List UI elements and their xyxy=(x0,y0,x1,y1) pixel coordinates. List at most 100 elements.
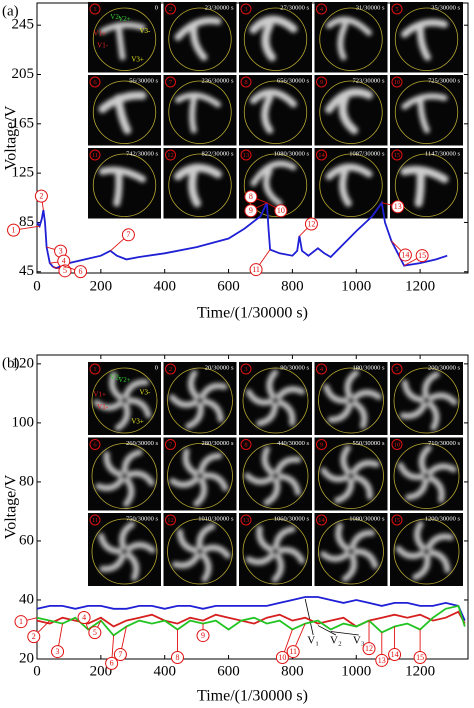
x-tick-label: 1200 xyxy=(405,663,435,679)
discharge-channel xyxy=(399,401,428,420)
inset-number: 10 xyxy=(394,441,401,448)
chamber-outline xyxy=(393,518,460,585)
discharge-channel xyxy=(174,17,222,61)
x-tick-label: 0 xyxy=(33,278,41,294)
annotation-label: 7 xyxy=(126,230,130,239)
inset-number-circle xyxy=(165,514,176,526)
discharge-channel xyxy=(401,19,448,61)
discharge-channel xyxy=(200,552,212,583)
discharge-channel xyxy=(277,399,296,427)
annotation-label: 9 xyxy=(201,631,205,640)
x-axis-title: Time/(1/30000 s) xyxy=(197,305,308,322)
x-tick-label: 0 xyxy=(33,663,41,679)
y-tick-label: 40 xyxy=(19,591,34,607)
inset-image: 550/30000 s 9 xyxy=(314,437,388,511)
discharge-channel xyxy=(325,163,373,207)
y-tick-label: 245 xyxy=(12,17,35,33)
inset-image: 56/30000 s 6 xyxy=(88,75,161,146)
chamber-outline xyxy=(243,153,308,217)
y-tick-label: 20 xyxy=(19,650,34,666)
y-tick-label: 205 xyxy=(12,66,35,82)
annotation-label: 2 xyxy=(32,632,36,641)
electrode-label: V1+ xyxy=(93,29,106,37)
inset-number-circle xyxy=(165,76,176,88)
inset-number: 9 xyxy=(320,79,323,86)
inset-image: 200/30000 s 5 xyxy=(390,362,463,435)
x-tick-label: 400 xyxy=(153,278,176,294)
inset-image: 725/30000 s 10 xyxy=(390,75,463,146)
inset-number-circle xyxy=(391,149,403,161)
annotation-circle xyxy=(51,645,65,659)
discharge-channel xyxy=(187,370,200,400)
inset-number: 14 xyxy=(318,152,325,159)
inset-number-circle xyxy=(165,439,176,450)
inset-number: 5 xyxy=(395,6,398,13)
inset-time-label: 822/30000 s xyxy=(202,150,234,157)
discharge-channel xyxy=(201,472,229,492)
chamber-outline xyxy=(92,80,157,144)
discharge-channel xyxy=(169,370,228,429)
discharge-channel xyxy=(427,475,445,503)
electrode-label: V2- xyxy=(110,374,122,382)
annotation-label: 13 xyxy=(394,202,402,211)
annotation-label: 15 xyxy=(418,251,426,260)
annotation-circle xyxy=(244,190,258,204)
annotation-circle xyxy=(88,626,102,640)
discharge-channel xyxy=(320,551,351,562)
annotation-label: 1 xyxy=(19,617,23,626)
inset-background xyxy=(239,75,312,146)
discharge-channel xyxy=(250,88,297,134)
annotation-circle xyxy=(274,204,288,218)
chamber-outline xyxy=(318,443,384,509)
x-tick-label: 1000 xyxy=(341,663,371,679)
inset-number-circle xyxy=(89,439,101,450)
electrode-label: V2+ xyxy=(118,376,131,384)
discharge-channel xyxy=(397,445,457,503)
annotation-label: 14 xyxy=(391,650,399,659)
series-label: V₂ xyxy=(330,635,342,647)
inset-time-label: 1060/30000 s xyxy=(274,515,310,522)
discharge-channel xyxy=(323,384,350,404)
inset-time-label: 725/30000 s xyxy=(428,77,460,84)
discharge-channel xyxy=(95,476,125,492)
annotation-label: 6 xyxy=(79,267,83,276)
inset-number: 11 xyxy=(92,517,98,524)
discharge-channel xyxy=(249,15,298,62)
x-tick-label: 1200 xyxy=(405,278,435,294)
discharge-channel xyxy=(405,477,429,501)
discharge-channel xyxy=(177,528,199,554)
inset-number: 6 xyxy=(93,441,97,448)
inset-number-circle xyxy=(391,76,403,88)
annotation-circle xyxy=(7,223,21,237)
inset-image: 742/30000 s 11 xyxy=(88,148,161,219)
discharge-channel xyxy=(352,400,368,429)
discharge-channel xyxy=(256,402,279,427)
x-tick-label: 600 xyxy=(217,278,240,294)
inset-number-circle xyxy=(89,3,101,15)
inset-image: 1087/30000 s 14 xyxy=(314,148,388,219)
panel-label: (b) xyxy=(2,355,20,371)
y-tick-label: 100 xyxy=(12,414,35,430)
inset-time-label: 750/30000 s xyxy=(126,515,158,522)
annotation-label: 14 xyxy=(401,250,409,259)
inset-background xyxy=(163,148,237,219)
y-tick-label: 45 xyxy=(19,263,34,279)
chamber-outline xyxy=(394,7,459,71)
inset-background xyxy=(239,513,312,586)
inset-background xyxy=(88,2,161,73)
x-tick-label: 400 xyxy=(153,663,176,679)
discharge-channel xyxy=(125,541,156,554)
discharge-channel xyxy=(193,477,208,507)
series-label: V₁ xyxy=(307,635,319,647)
inset-time-label: 1010/30000 s xyxy=(198,515,234,522)
discharge-channel xyxy=(327,402,353,423)
inset-time-label: 0 xyxy=(155,364,158,371)
panel-label: (a) xyxy=(2,3,19,19)
inset-image: 750/30000 s 11 xyxy=(88,513,161,586)
inset-number: 13 xyxy=(243,152,250,159)
inset-image: 0 1 V2- V1+ V3- V1- V2+ V3+ xyxy=(88,362,161,435)
inset-number: 2 xyxy=(169,6,172,13)
annotation-circle xyxy=(34,189,48,203)
discharge-channel xyxy=(326,16,372,61)
discharge-channel xyxy=(350,459,380,475)
